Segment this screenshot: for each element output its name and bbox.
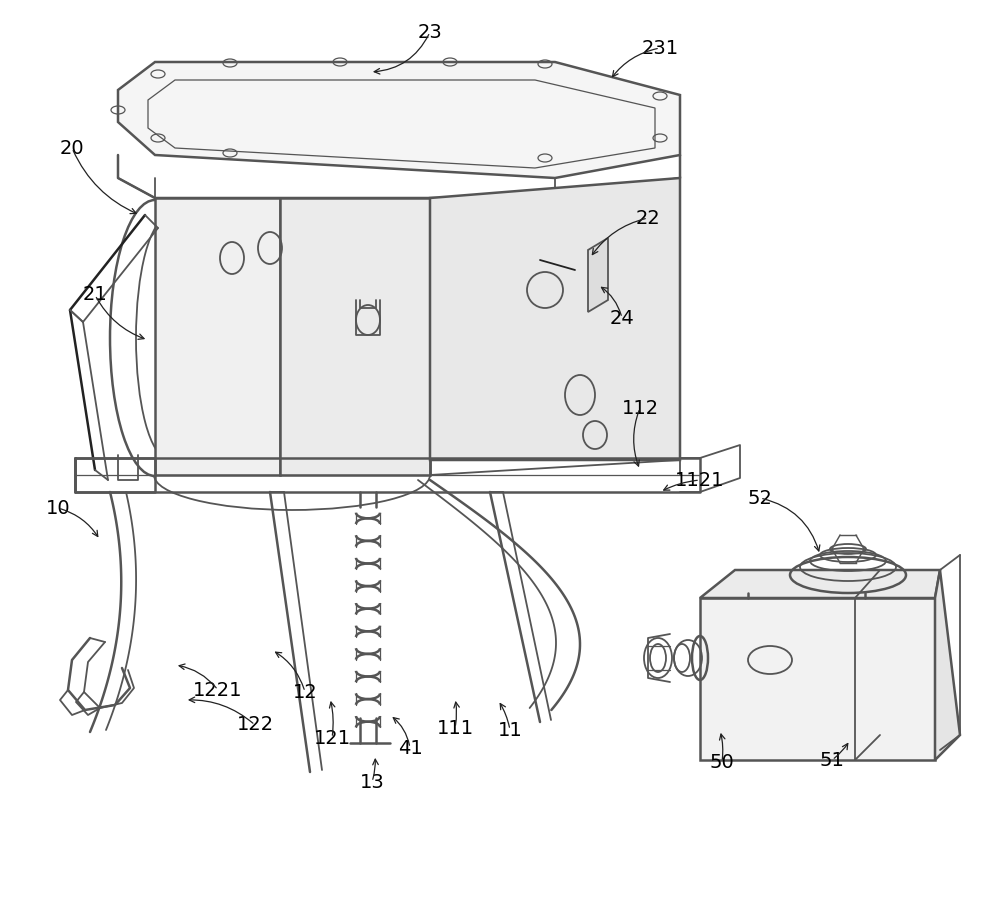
Text: 112: 112 xyxy=(621,398,659,417)
Text: 111: 111 xyxy=(436,718,474,737)
Polygon shape xyxy=(155,198,280,475)
Text: 10: 10 xyxy=(46,499,70,518)
Text: 231: 231 xyxy=(641,39,679,58)
Text: 41: 41 xyxy=(398,738,422,758)
Polygon shape xyxy=(935,570,960,760)
Text: 52: 52 xyxy=(748,488,772,508)
Text: 51: 51 xyxy=(820,751,844,770)
Text: 23: 23 xyxy=(418,22,442,41)
Polygon shape xyxy=(430,178,680,460)
Polygon shape xyxy=(700,598,935,760)
Text: 12: 12 xyxy=(293,682,317,701)
Polygon shape xyxy=(588,238,608,312)
Text: 121: 121 xyxy=(313,728,351,747)
Text: 1221: 1221 xyxy=(193,681,243,699)
Text: 1121: 1121 xyxy=(675,470,725,489)
Polygon shape xyxy=(280,198,430,475)
Text: 13: 13 xyxy=(360,772,384,791)
Polygon shape xyxy=(700,570,940,598)
Text: 122: 122 xyxy=(236,716,274,734)
Text: 22: 22 xyxy=(636,209,660,227)
Text: 21: 21 xyxy=(83,286,107,305)
Polygon shape xyxy=(118,62,680,178)
Text: 11: 11 xyxy=(498,720,522,740)
Text: 24: 24 xyxy=(610,308,634,327)
Text: 50: 50 xyxy=(710,752,734,771)
Text: 20: 20 xyxy=(60,138,84,157)
